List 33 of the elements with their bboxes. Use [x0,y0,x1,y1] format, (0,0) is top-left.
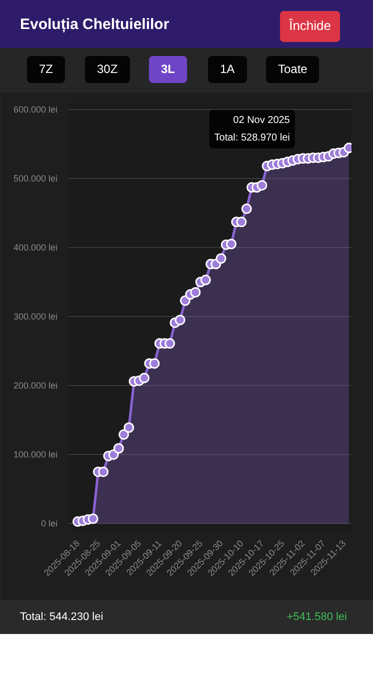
point [88,514,98,524]
point [241,204,252,214]
y-tick-label: 200.000 lei [13,380,58,391]
y-tick-label: 300.000 lei [13,312,58,322]
y-tick-label: 400.000 lei [13,242,58,252]
text: Toate [266,56,320,84]
point [113,443,124,454]
y-tick-label: 600.000 lei [13,104,58,114]
point [216,253,226,264]
point [226,238,236,250]
chart-title: Evoluția Cheltuielilor [20,15,170,35]
point [174,314,186,326]
annotation: 02 Nov 2025 Total: 528.970 lei [214,114,290,144]
point [149,358,160,369]
text: 1A [208,56,247,84]
point [138,372,150,384]
point [190,287,201,298]
text: 7Z [27,56,66,84]
y-tick-label: 0 lei [40,518,58,529]
point [236,216,247,228]
text: +541.580 lei [286,610,347,625]
point [256,180,268,191]
text: 30Z [85,56,130,84]
point [118,429,130,440]
text: 3L [149,56,188,84]
point [98,466,109,478]
text: Închide [280,11,340,42]
text: Total: 544.230 lei [20,610,104,625]
point [124,422,134,433]
point [164,338,176,349]
point [200,274,211,286]
y-tick-label: 100.000 lei [13,450,58,460]
y-tick-label: 500.000 lei [13,173,58,184]
